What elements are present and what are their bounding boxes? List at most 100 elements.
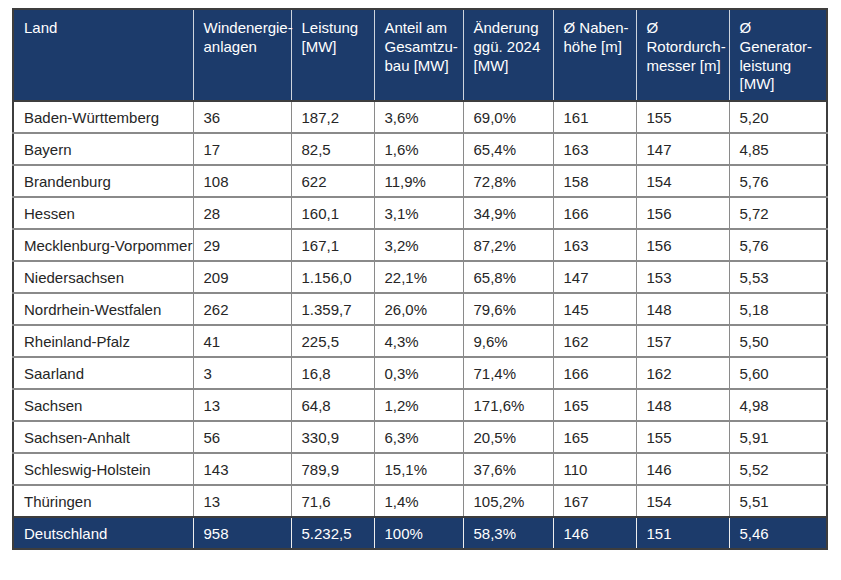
table-cell: Schleswig-Holstein [13,453,193,485]
column-header-leistung: Leistung [MW] [291,9,374,101]
table-row: Sachsen-Anhalt56330,96,3%20,5%1651555,91 [13,421,827,453]
table-cell: 71,6 [291,485,374,517]
table-cell: 160,1 [291,197,374,229]
table-cell: 37,6% [463,453,553,485]
table-row: Baden-Württemberg36187,23,6%69,0%1611555… [13,101,827,133]
table-cell: 262 [193,293,291,325]
table-cell: 5,20 [729,101,827,133]
column-header-aenderung-2024: Änderung ggü. 2024 [MW] [463,9,553,101]
table-cell: 147 [636,133,729,165]
footer-cell-land: Deutschland [13,517,193,549]
table-cell: 64,8 [291,389,374,421]
table-cell: 41 [193,325,291,357]
table-row: Rheinland-Pfalz41225,54,3%9,6%1621575,50 [13,325,827,357]
table-cell: 622 [291,165,374,197]
table-cell: 153 [636,261,729,293]
table-body: Baden-Württemberg36187,23,6%69,0%1611555… [13,101,827,517]
table-cell: 154 [636,485,729,517]
table-cell: 15,1% [374,453,463,485]
table-cell: 5,50 [729,325,827,357]
table-cell: 330,9 [291,421,374,453]
table-cell: 11,9% [374,165,463,197]
table-cell: 147 [553,261,636,293]
table-cell: Thüringen [13,485,193,517]
table-cell: Hessen [13,197,193,229]
table-cell: 5,72 [729,197,827,229]
table-cell: 156 [636,197,729,229]
table-cell: Sachsen [13,389,193,421]
table-cell: 167 [553,485,636,517]
table-cell: 34,9% [463,197,553,229]
table-row: Schleswig-Holstein143789,915,1%37,6%1101… [13,453,827,485]
table-cell: 143 [193,453,291,485]
table-cell: 26,0% [374,293,463,325]
table-cell: 146 [636,453,729,485]
table-row: Thüringen1371,61,4%105,2%1671545,51 [13,485,827,517]
table-cell: Saarland [13,357,193,389]
table-row: Bayern1782,51,6%65,4%1631474,85 [13,133,827,165]
table-cell: 5,53 [729,261,827,293]
table-cell: 155 [636,101,729,133]
table-cell: 209 [193,261,291,293]
header-row: Land Windenergie- anlagen Leistung [MW] … [13,9,827,101]
table-cell: 3,1% [374,197,463,229]
table-cell: 56 [193,421,291,453]
table-cell: 4,85 [729,133,827,165]
table-row: Brandenburg10862211,9%72,8%1581545,76 [13,165,827,197]
table-cell: 36 [193,101,291,133]
table-row: Mecklenburg-Vorpommern29167,13,2%87,2%16… [13,229,827,261]
column-header-rotordurchmesser: Ø Rotordurch- messer [m] [636,9,729,101]
table-cell: 20,5% [463,421,553,453]
table-cell: 166 [553,197,636,229]
table-cell: 162 [636,357,729,389]
table-cell: 166 [553,357,636,389]
column-header-anteil-gesamtzubau: Anteil am Gesamtzu- bau [MW] [374,9,463,101]
table-cell: 29 [193,229,291,261]
table-cell: 1.359,7 [291,293,374,325]
table-cell: 3,2% [374,229,463,261]
table-cell: 4,3% [374,325,463,357]
table-cell: 158 [553,165,636,197]
table-cell: Sachsen-Anhalt [13,421,193,453]
footer-cell-nabenhoehe: 146 [553,517,636,549]
table-cell: 5,91 [729,421,827,453]
footer-cell-leistung: 5.232,5 [291,517,374,549]
table-cell: 17 [193,133,291,165]
table-cell: 148 [636,293,729,325]
table-cell: 87,2% [463,229,553,261]
table-cell: Nordrhein-Westfalen [13,293,193,325]
wind-energy-expansion-table: Land Windenergie- anlagen Leistung [MW] … [12,8,828,550]
table-cell: 108 [193,165,291,197]
table-cell: Rheinland-Pfalz [13,325,193,357]
table-cell: 28 [193,197,291,229]
table-cell: 5,60 [729,357,827,389]
table-cell: 65,8% [463,261,553,293]
table-cell: Mecklenburg-Vorpommern [13,229,193,261]
page: Land Windenergie- anlagen Leistung [MW] … [0,0,841,580]
table-row: Saarland316,80,3%71,4%1661625,60 [13,357,827,389]
footer-cell-rotordurchmesser: 151 [636,517,729,549]
table-cell: 171,6% [463,389,553,421]
footer-cell-generatorleistung: 5,46 [729,517,827,549]
table-cell: 187,2 [291,101,374,133]
table-cell: Brandenburg [13,165,193,197]
table-cell: 65,4% [463,133,553,165]
table-cell: 5,51 [729,485,827,517]
table-footer: Deutschland 958 5.232,5 100% 58,3% 146 1… [13,517,827,549]
table-footer-row: Deutschland 958 5.232,5 100% 58,3% 146 1… [13,517,827,549]
table-cell: 22,1% [374,261,463,293]
table-cell: 165 [553,389,636,421]
table-cell: 789,9 [291,453,374,485]
table-row: Nordrhein-Westfalen2621.359,726,0%79,6%1… [13,293,827,325]
table-cell: 1,6% [374,133,463,165]
footer-cell-anteil-gesamtzubau: 100% [374,517,463,549]
table-cell: 154 [636,165,729,197]
table-cell: 4,98 [729,389,827,421]
table-cell: 161 [553,101,636,133]
table-cell: 167,1 [291,229,374,261]
table-cell: 9,6% [463,325,553,357]
table-row: Hessen28160,13,1%34,9%1661565,72 [13,197,827,229]
column-header-land: Land [13,9,193,101]
table-cell: 225,5 [291,325,374,357]
column-header-generatorleistung: Ø Generator- leistung [MW] [729,9,827,101]
